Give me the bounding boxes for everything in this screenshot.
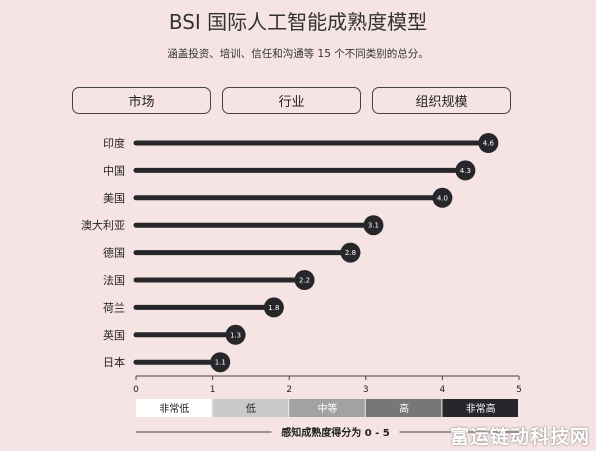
data-label: 4.3	[460, 167, 471, 175]
scale-label: 中等	[318, 402, 338, 415]
x-axis-title: 感知成熟度得分为 0 - 5	[281, 426, 390, 439]
category-label: 英国	[103, 328, 125, 342]
scale-block	[442, 399, 518, 417]
category-label: 荷兰	[103, 301, 125, 314]
x-tick-label: 4	[440, 385, 446, 395]
data-label: 3.1	[368, 222, 379, 230]
filter-tabs: 市场 行业 组织规模	[72, 87, 514, 114]
chart-title: BSI 国际人工智能成熟度模型	[168, 10, 428, 34]
bar-end-marker	[294, 270, 315, 290]
bar-end-marker	[225, 324, 246, 345]
x-tick-label: 5	[516, 385, 522, 395]
category-label: 中国	[103, 164, 125, 177]
bar-end-marker	[455, 160, 476, 181]
tab-industry[interactable]: 行业	[222, 87, 361, 114]
category-label: 日本	[103, 355, 125, 369]
data-label: 4.6	[483, 140, 495, 148]
tab-market[interactable]: 市场	[72, 87, 211, 114]
category-label: 法国	[103, 273, 125, 287]
data-label: 2.8	[345, 249, 356, 257]
scale-label: 非常高	[466, 402, 496, 415]
data-label: 2.2	[299, 277, 310, 285]
x-tick-label: 3	[363, 385, 369, 395]
scale-block	[365, 399, 442, 417]
bar-end-marker	[210, 352, 231, 373]
scale-label: 非常低	[159, 402, 189, 415]
scale-block	[136, 399, 212, 417]
data-label: 4.0	[437, 194, 448, 202]
chart-subtitle: 涵盖投资、培训、信任和沟通等 15 个不同类别的总分。	[167, 48, 429, 60]
bar-end-marker	[263, 297, 284, 318]
bar-end-marker	[478, 133, 499, 153]
x-tick-label: 0	[133, 385, 139, 395]
scale-block	[289, 399, 365, 417]
category-label: 德国	[103, 246, 125, 260]
bar-end-marker	[432, 187, 453, 208]
category-label: 澳大利亚	[81, 218, 125, 232]
tab-organization-size[interactable]: 组织规模	[372, 87, 511, 114]
x-tick-label: 2	[286, 385, 292, 395]
bar-end-marker	[340, 242, 361, 263]
scale-label: 高	[399, 402, 409, 415]
watermark: 富运链动科技网	[449, 426, 590, 448]
scale-block	[212, 399, 289, 417]
scale-label: 低	[246, 402, 256, 415]
axis-title-backdrop	[271, 424, 400, 440]
x-tick-label: 1	[210, 385, 216, 395]
category-label: 美国	[103, 192, 125, 205]
category-label: 印度	[103, 136, 125, 150]
data-label: 1.1	[215, 359, 226, 367]
data-label: 1.8	[268, 304, 279, 312]
data-label: 1.3	[230, 331, 241, 339]
bar-end-marker	[363, 215, 384, 236]
